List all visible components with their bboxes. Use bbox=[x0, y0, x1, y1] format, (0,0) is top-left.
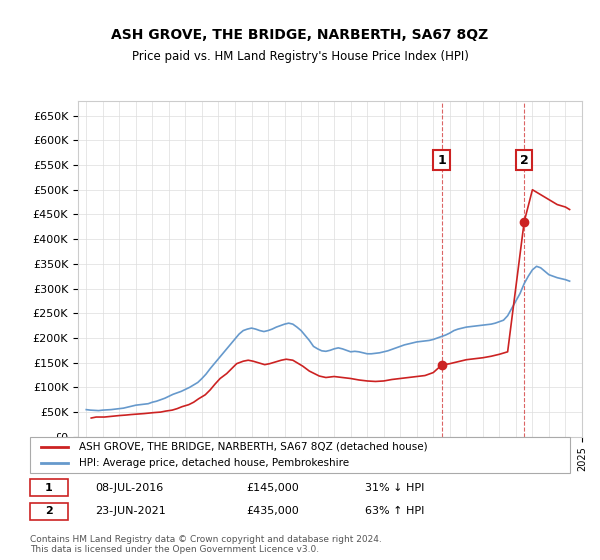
Text: Price paid vs. HM Land Registry's House Price Index (HPI): Price paid vs. HM Land Registry's House … bbox=[131, 50, 469, 63]
Text: Contains HM Land Registry data © Crown copyright and database right 2024.
This d: Contains HM Land Registry data © Crown c… bbox=[30, 535, 382, 554]
Text: 23-JUN-2021: 23-JUN-2021 bbox=[95, 506, 166, 516]
Text: HPI: Average price, detached house, Pembrokeshire: HPI: Average price, detached house, Pemb… bbox=[79, 458, 349, 468]
Text: 1: 1 bbox=[45, 483, 53, 493]
Text: 31% ↓ HPI: 31% ↓ HPI bbox=[365, 483, 424, 493]
Text: 08-JUL-2016: 08-JUL-2016 bbox=[95, 483, 163, 493]
Text: £145,000: £145,000 bbox=[246, 483, 299, 493]
Text: 2: 2 bbox=[45, 506, 53, 516]
Text: 2: 2 bbox=[520, 153, 529, 166]
Text: ASH GROVE, THE BRIDGE, NARBERTH, SA67 8QZ (detached house): ASH GROVE, THE BRIDGE, NARBERTH, SA67 8Q… bbox=[79, 442, 427, 452]
Text: 63% ↑ HPI: 63% ↑ HPI bbox=[365, 506, 424, 516]
Text: ASH GROVE, THE BRIDGE, NARBERTH, SA67 8QZ: ASH GROVE, THE BRIDGE, NARBERTH, SA67 8Q… bbox=[112, 28, 488, 42]
Text: 1: 1 bbox=[437, 153, 446, 166]
FancyBboxPatch shape bbox=[30, 479, 68, 497]
Text: £435,000: £435,000 bbox=[246, 506, 299, 516]
FancyBboxPatch shape bbox=[30, 503, 68, 520]
FancyBboxPatch shape bbox=[30, 437, 570, 473]
